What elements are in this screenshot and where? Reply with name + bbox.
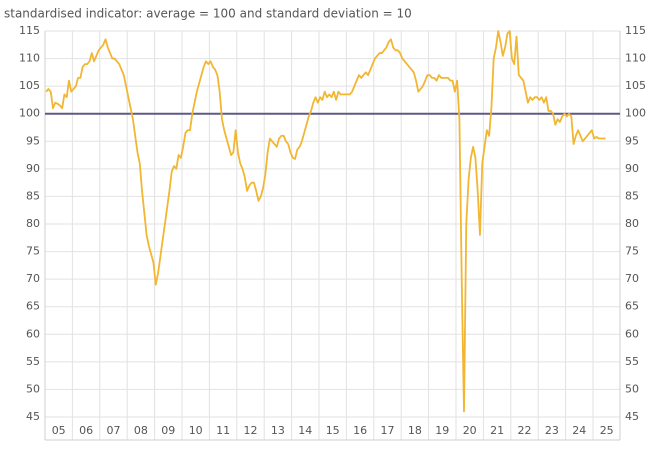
y2-tick-label: 50 [625,382,639,395]
y-tick-label: 85 [26,189,40,202]
x-tick-label: 19 [435,424,449,437]
x-tick-label: 14 [298,424,312,437]
y2-tick-label: 90 [625,162,639,175]
x-tick-label: 12 [244,424,258,437]
data-line [45,30,606,413]
y2-tick-label: 110 [625,52,646,65]
x-tick-label: 23 [545,424,559,437]
y-tick-label: 80 [26,217,40,230]
y2-tick-label: 70 [625,272,639,285]
y2-tick-label: 60 [625,327,639,340]
y-tick-label: 50 [26,382,40,395]
x-tick-label: 13 [271,424,285,437]
y-tick-label: 100 [19,107,40,120]
y-tick-label: 75 [26,245,40,258]
x-tick-label: 07 [107,424,121,437]
y2-tick-label: 100 [625,107,646,120]
y-tick-label: 90 [26,162,40,175]
y-tick-label: 60 [26,327,40,340]
x-tick-label: 11 [216,424,230,437]
x-tick-label: 08 [134,424,148,437]
x-tick-label: 24 [572,424,586,437]
y2-tick-label: 95 [625,134,639,147]
chart-subtitle: standardised indicator: average = 100 an… [4,7,412,21]
y-tick-label: 70 [26,272,40,285]
x-tick-label: 05 [52,424,66,437]
y-tick-label: 55 [26,355,40,368]
y-tick-label: 65 [26,300,40,313]
x-tick-label: 18 [408,424,422,437]
y-tick-label: 110 [19,52,40,65]
y2-tick-label: 105 [625,79,646,92]
x-tick-label: 17 [381,424,395,437]
y2-tick-label: 55 [625,355,639,368]
x-tick-label: 06 [79,424,93,437]
y2-tick-label: 45 [625,410,639,423]
y-tick-label: 115 [19,24,40,37]
x-tick-label: 22 [518,424,532,437]
y2-tick-label: 80 [625,217,639,230]
y-tick-label: 95 [26,134,40,147]
x-tick-label: 25 [600,424,614,437]
y-tick-label: 105 [19,79,40,92]
x-tick-label: 16 [353,424,367,437]
x-tick-label: 10 [189,424,203,437]
x-tick-label: 21 [490,424,504,437]
y2-tick-label: 85 [625,189,639,202]
y-tick-label: 45 [26,410,40,423]
y2-tick-label: 115 [625,24,646,37]
x-tick-label: 20 [463,424,477,437]
y2-tick-label: 75 [625,245,639,258]
x-tick-label: 09 [161,424,175,437]
y2-tick-label: 65 [625,300,639,313]
x-tick-label: 15 [326,424,340,437]
